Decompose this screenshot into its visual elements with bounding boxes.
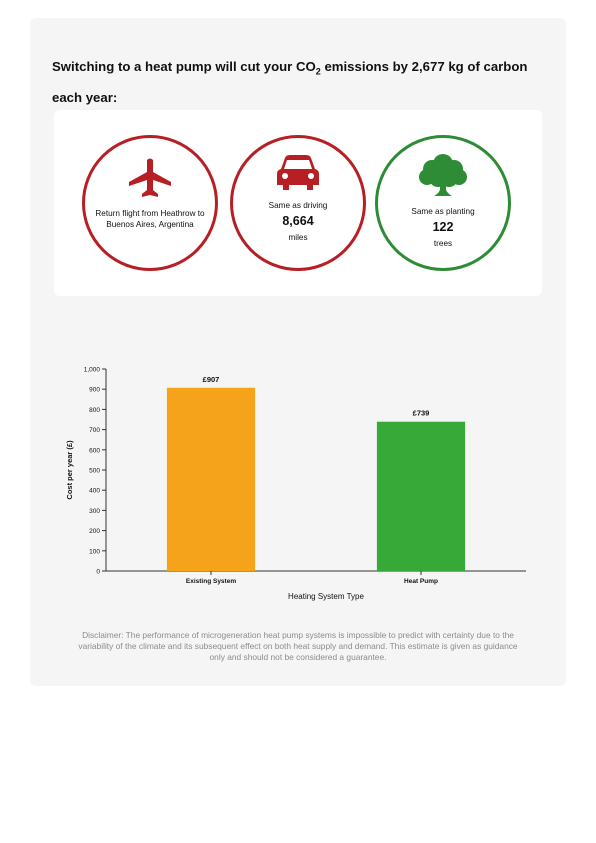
y-tick-label: 700	[89, 427, 100, 434]
y-tick-label: 500	[89, 468, 100, 475]
y-tick-label: 400	[89, 488, 100, 495]
cost-bar-chart: 0 100 200 300 400 500 600 700 800 900 1,000 £907 Exi…	[65, 367, 526, 601]
bar-data-label: £739	[413, 409, 430, 418]
driving-circle: Same as driving 8,664 miles	[230, 135, 366, 271]
airplane-icon	[129, 158, 171, 197]
x-tick-label: Existing System	[186, 578, 236, 585]
impact-card: Return flight from Heathrow to Buenos Ai…	[54, 110, 542, 296]
y-tick-label: 600	[89, 447, 100, 454]
disclaimer-line: variability of the climate and its subse…	[78, 641, 518, 651]
flight-circle: Return flight from Heathrow to Buenos Ai…	[82, 135, 218, 271]
results-panel: Switching to a heat pump will cut your C…	[30, 18, 566, 686]
flight-text: Return flight from Heathrow to Buenos Ai…	[95, 209, 205, 229]
trees-label: Same as planting	[411, 207, 475, 216]
driving-unit: miles	[288, 233, 308, 242]
bar	[376, 421, 466, 571]
trees-unit: trees	[433, 239, 453, 248]
y-tick-label: 200	[89, 528, 100, 535]
disclaimer-line: Disclaimer: The performance of microgene…	[82, 630, 514, 640]
y-tick-label: 900	[89, 387, 100, 394]
y-tick-label: 800	[89, 407, 100, 414]
disclaimer: Disclaimer: The performance of microgene…	[60, 630, 536, 663]
headline-suffix: emissions by 2,677 kg of carbon each yea…	[52, 59, 528, 105]
trees-circle: Same as planting 122 trees	[375, 135, 511, 271]
car-icon	[277, 155, 319, 190]
bar-data-label: £907	[203, 375, 220, 384]
headline-subscript: 2	[315, 66, 321, 77]
y-tick-label: 1,000	[84, 367, 101, 374]
y-tick-label: 0	[96, 569, 100, 576]
disclaimer-line: only and should not be considered a guar…	[209, 652, 387, 662]
bar	[166, 387, 256, 571]
driving-value: 8,664	[282, 214, 314, 228]
trees-value: 122	[432, 220, 454, 234]
y-axis-title: Cost per year (£)	[65, 440, 74, 500]
y-tick-label: 300	[89, 508, 100, 515]
y-tick-label: 100	[89, 548, 100, 555]
driving-label: Same as driving	[268, 201, 328, 210]
headline-prefix: Switching to a heat pump will cut your C…	[52, 59, 316, 74]
x-tick-label: Heat Pump	[404, 578, 438, 585]
tree-icon	[419, 154, 467, 196]
x-axis-title: Heating System Type	[288, 592, 364, 601]
emissions-headline: Switching to a heat pump will cut your C…	[52, 54, 552, 110]
